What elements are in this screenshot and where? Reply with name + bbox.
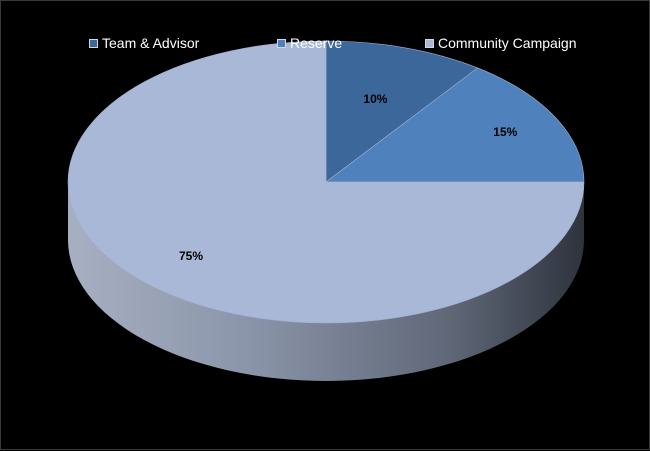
pie-side-wall	[68, 182, 584, 381]
legend-item-community-campaign: Community Campaign	[425, 35, 577, 51]
data-label: 10%	[363, 92, 387, 106]
legend-item-team-advisor: Team & Advisor	[89, 35, 199, 51]
legend: Team & Advisor Reserve Community Campaig…	[1, 35, 650, 55]
pie-slice-team-advisor	[325, 40, 479, 183]
legend-swatch	[425, 38, 434, 48]
data-label: 75%	[179, 249, 203, 263]
pie-slice-community-campaign	[67, 40, 585, 324]
legend-swatch	[277, 38, 286, 48]
legend-label: Community Campaign	[438, 35, 577, 51]
legend-swatch	[89, 38, 98, 48]
pie-slice-reserve	[325, 67, 585, 183]
legend-label: Reserve	[290, 35, 343, 51]
legend-item-reserve: Reserve	[277, 35, 342, 51]
data-label: 15%	[493, 125, 517, 139]
legend-label: Team & Advisor	[102, 35, 200, 51]
